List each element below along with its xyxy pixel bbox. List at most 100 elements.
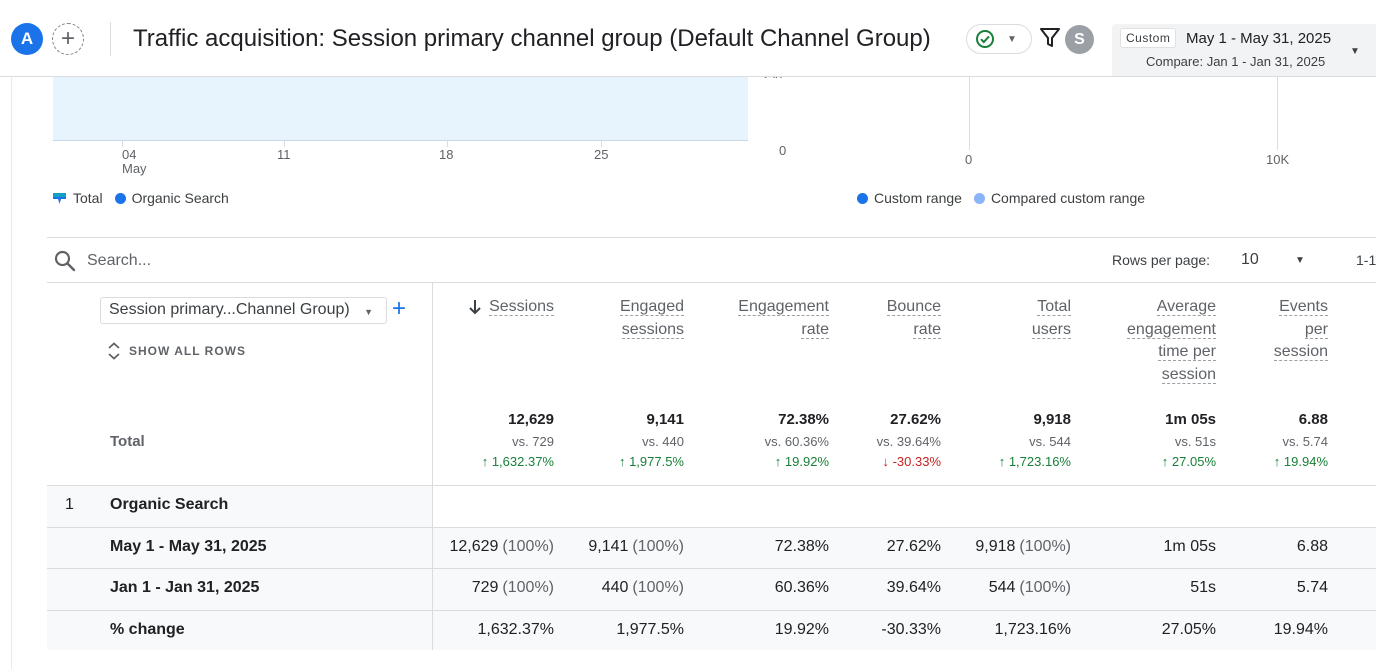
table-cell: 12,629 (100%)	[449, 538, 554, 556]
table-cell: 729 (100%)	[472, 579, 554, 597]
total-events-per-session: 6.88 vs. 5.74 ↑ 19.94%	[1273, 411, 1328, 469]
total-total-users: 9,918 vs. 544 ↑ 1,723.16%	[998, 411, 1071, 469]
dimension-column-divider	[432, 527, 433, 650]
total-engaged-sessions: 9,141 vs. 440 ↑ 1,977.5%	[618, 411, 684, 469]
row-dimension-value: May 1 - May 31, 2025	[110, 538, 267, 555]
x-tick-month: May	[122, 161, 147, 176]
cell-value: 1,977.5%	[616, 621, 684, 638]
col-header-sessions[interactable]: Sessions	[489, 298, 554, 316]
col-header-engaged-sessions[interactable]: Engaged sessions	[619, 298, 684, 339]
cell-value: 1,723.16%	[994, 621, 1071, 638]
data-quality-chip[interactable]: ▼	[966, 24, 1032, 54]
table-cell: 6.88	[1297, 538, 1328, 556]
filter-icon[interactable]	[1040, 27, 1060, 49]
cell-value: 27.05%	[1161, 621, 1216, 638]
cell-percent-of-total: (100%)	[1019, 538, 1071, 555]
table-search-input[interactable]	[87, 248, 487, 274]
cell-value: 9,918	[975, 538, 1016, 555]
cell-value: 9,141	[588, 538, 629, 555]
date-range-text: May 1 - May 31, 2025	[1186, 30, 1332, 47]
search-icon	[54, 250, 76, 272]
page-title: Traffic acquisition: Session primary cha…	[133, 25, 931, 52]
total-sessions: 12,629 vs. 729 ↑ 1,632.37%	[481, 411, 554, 469]
bar-x-tick-label: 0	[965, 152, 973, 167]
legend-dot-custom-range	[857, 192, 868, 204]
show-all-rows-label: SHOW ALL ROWS	[129, 344, 246, 358]
cell-value: -30.33%	[881, 621, 941, 638]
col-header-bounce-rate[interactable]: Bounce rate	[886, 298, 941, 339]
col-header-engagement-rate[interactable]: Engagement rate	[738, 298, 829, 339]
rows-per-page-select[interactable]: 10	[1241, 251, 1259, 268]
add-dimension-button[interactable]: +	[392, 295, 407, 322]
x-tick-mark	[284, 141, 285, 147]
comparison-avatar[interactable]: A	[11, 23, 43, 55]
legend-label-compared-range: Compared custom range	[990, 190, 1146, 206]
chevron-down-icon[interactable]: ▼	[1295, 255, 1305, 266]
table-cell: 5.74	[1297, 579, 1328, 597]
cell-value: 544	[988, 579, 1016, 596]
table-cell: 9,918 (100%)	[975, 538, 1071, 556]
col-header-total-users[interactable]: Total users	[1031, 298, 1071, 339]
legend-label-custom-range: Custom range	[874, 190, 962, 206]
col-header-avg-engagement-time[interactable]: Average engagement time per session	[1127, 298, 1216, 384]
total-engagement-rate: 72.38% vs. 60.36% ↑ 19.92%	[764, 411, 829, 469]
rows-per-page-label: Rows per page:	[1112, 252, 1211, 268]
user-avatar[interactable]: S	[1065, 25, 1094, 54]
cell-percent-of-total: (100%)	[502, 538, 554, 555]
col-header-events-per-session[interactable]: Events per session	[1273, 298, 1328, 361]
x-tick-mark	[447, 141, 448, 147]
date-range-picker[interactable]: Custom May 1 - May 31, 2025 Compare: Jan…	[1112, 24, 1376, 76]
cell-value: 440	[601, 579, 629, 596]
cell-value: 6.88	[1296, 538, 1328, 555]
table-cell: 1,723.16%	[994, 621, 1071, 639]
cell-value: 1m 05s	[1163, 538, 1216, 555]
add-comparison-button[interactable]: +	[52, 23, 84, 55]
plus-icon: +	[60, 25, 75, 52]
row-dimension-value: Jan 1 - Jan 31, 2025	[110, 579, 260, 596]
line-chart-y-tick-zero: 0	[779, 143, 787, 158]
date-range-type-chip: Custom	[1120, 28, 1177, 48]
table-cell: 51s	[1190, 579, 1216, 597]
cell-value: 5.74	[1296, 579, 1328, 596]
group-row-dimension-cell	[47, 486, 433, 528]
table-cell: 9,141 (100%)	[588, 538, 684, 556]
total-legend-icon	[53, 192, 66, 204]
report-header: A + Traffic acquisition: Session primary…	[0, 0, 1376, 77]
bar-chart-legend: Custom range Compared custom range	[857, 190, 1145, 206]
cell-value: 19.92%	[774, 621, 829, 638]
left-rail	[0, 77, 12, 669]
x-tick-label: 18	[439, 147, 454, 162]
legend-label-total: Total	[73, 190, 103, 206]
line-chart-area	[53, 77, 748, 141]
row-dimension-value: Organic Search	[110, 496, 229, 513]
chevron-down-icon: ▼	[1007, 33, 1017, 45]
table-cell: 39.64%	[887, 579, 941, 597]
total-avg-engagement-time: 1m 05s vs. 51s ↑ 27.05%	[1161, 411, 1216, 469]
arrow-down-icon	[467, 298, 483, 321]
bar-chart-gridline	[969, 77, 970, 150]
cell-percent-of-total: (100%)	[632, 579, 684, 596]
cell-value: 12,629	[449, 538, 499, 555]
legend-dot-compared-range	[973, 192, 985, 204]
cell-percent-of-total: (100%)	[502, 579, 554, 596]
dimension-select[interactable]: Session primary...Channel Group) ▼	[100, 297, 387, 324]
bar-x-tick-label: 10K	[1266, 152, 1290, 167]
table-cell: 19.94%	[1274, 621, 1328, 639]
cell-value: 39.64%	[886, 579, 941, 596]
cell-value: 51s	[1190, 579, 1216, 596]
table-cell: 27.62%	[887, 538, 941, 556]
table-cell: 1,977.5%	[616, 621, 684, 639]
table-row	[47, 568, 1376, 610]
cell-percent-of-total: (100%)	[632, 538, 684, 555]
unfold-icon	[108, 342, 120, 360]
show-all-rows-button[interactable]: SHOW ALL ROWS	[107, 342, 246, 360]
table-row	[47, 610, 1376, 650]
total-bounce-rate: 27.62% vs. 39.64% ↓ -30.33%	[876, 411, 941, 469]
table-toolbar: Rows per page: 10 ▼ 1-1	[47, 237, 1376, 283]
table-cell: 60.36%	[775, 579, 829, 597]
x-tick-mark	[122, 141, 123, 147]
chevron-down-icon: ▼	[1350, 46, 1360, 57]
dimension-column-divider	[432, 283, 433, 650]
table-cell: 72.38%	[775, 538, 829, 556]
total-row-label: Total	[110, 433, 145, 450]
